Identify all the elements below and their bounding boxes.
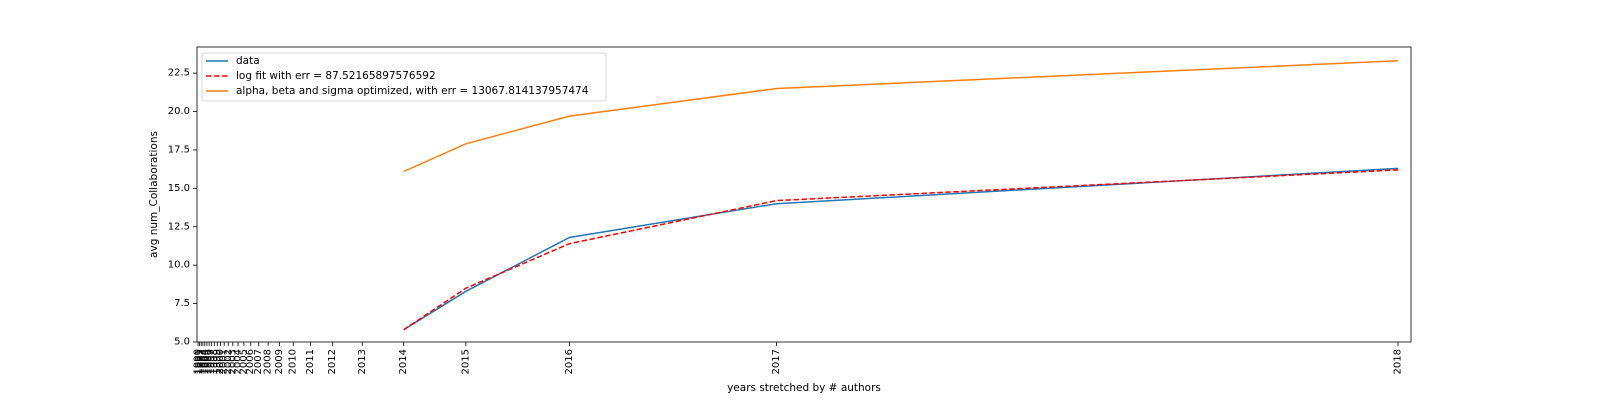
legend: data log fit with err = 87.52165897576592… bbox=[201, 52, 607, 102]
x-tick-label: 2007 bbox=[253, 349, 264, 374]
x-tick-label: 2001 bbox=[219, 349, 230, 374]
y-tick-label: 7.5 bbox=[174, 298, 190, 309]
legend-label: data bbox=[236, 55, 260, 67]
series-line-3 bbox=[403, 60, 1399, 173]
x-tick-label: 1996 bbox=[204, 349, 215, 374]
x-tick-label: 2018 bbox=[1393, 349, 1404, 374]
x-tick-label: 1998 bbox=[209, 349, 220, 374]
x-tick-label: 2008 bbox=[263, 349, 274, 374]
x-tick-label: 2000 bbox=[215, 349, 226, 374]
x-tick-label: 1997 bbox=[206, 349, 217, 374]
x-tick-label: 2003 bbox=[227, 349, 238, 374]
x-tick-label: 2016 bbox=[564, 349, 575, 374]
x-tick-label: 1995 bbox=[201, 349, 212, 374]
series-line-1 bbox=[403, 167, 1399, 331]
y-tick-label: 10.0 bbox=[168, 260, 190, 271]
x-tick-label: 2009 bbox=[274, 349, 285, 374]
x-tick-label: 2005 bbox=[238, 349, 249, 374]
legend-label: alpha, beta and sigma optimized, with er… bbox=[236, 85, 589, 97]
x-tick-label: 2006 bbox=[245, 349, 256, 374]
x-tick-label: 1994 bbox=[199, 349, 210, 374]
y-tick-label: 17.5 bbox=[168, 144, 190, 155]
x-tick-label: 2002 bbox=[223, 349, 234, 374]
x-tick-label: 2014 bbox=[398, 349, 409, 374]
y-tick-label: 5.0 bbox=[174, 337, 190, 348]
y-axis-label: avg num_Collaborations bbox=[148, 131, 160, 258]
plot-area bbox=[196, 46, 1412, 343]
x-tick-label: 1993 bbox=[197, 349, 208, 374]
legend-box bbox=[201, 52, 607, 102]
y-axis: 5.0 7.5 10.0 12.5 15.0 17.5 20.0 22.5 bbox=[168, 68, 197, 348]
legend-label: log fit with err = 87.52165897576592 bbox=[236, 70, 436, 82]
y-tick-label: 20.0 bbox=[168, 106, 190, 117]
y-tick-label: 15.0 bbox=[168, 183, 190, 194]
x-tick-label: 2015 bbox=[460, 349, 471, 374]
x-tick-label: 2010 bbox=[288, 349, 299, 374]
x-tick-label: 2004 bbox=[233, 349, 244, 374]
x-axis-label: years stretched by # authors bbox=[727, 382, 881, 394]
series-lines bbox=[403, 60, 1399, 331]
x-tick-label: 1999 bbox=[212, 349, 223, 374]
y-tick-label: 22.5 bbox=[168, 68, 190, 79]
x-tick-label: 2011 bbox=[305, 349, 316, 374]
y-tick-label: 12.5 bbox=[168, 221, 190, 232]
x-tick-label: 2017 bbox=[771, 349, 782, 374]
x-tick-label: 1991 bbox=[194, 349, 205, 374]
series-line-2 bbox=[403, 169, 1399, 331]
x-tick-label: 2012 bbox=[327, 349, 338, 374]
x-tick-label: 1992 bbox=[196, 349, 207, 374]
x-tick-label: 1990 bbox=[193, 349, 204, 374]
x-axis: 1990199119921993199419951996199719981999… bbox=[193, 342, 1404, 374]
x-tick-label: 2013 bbox=[357, 349, 368, 374]
